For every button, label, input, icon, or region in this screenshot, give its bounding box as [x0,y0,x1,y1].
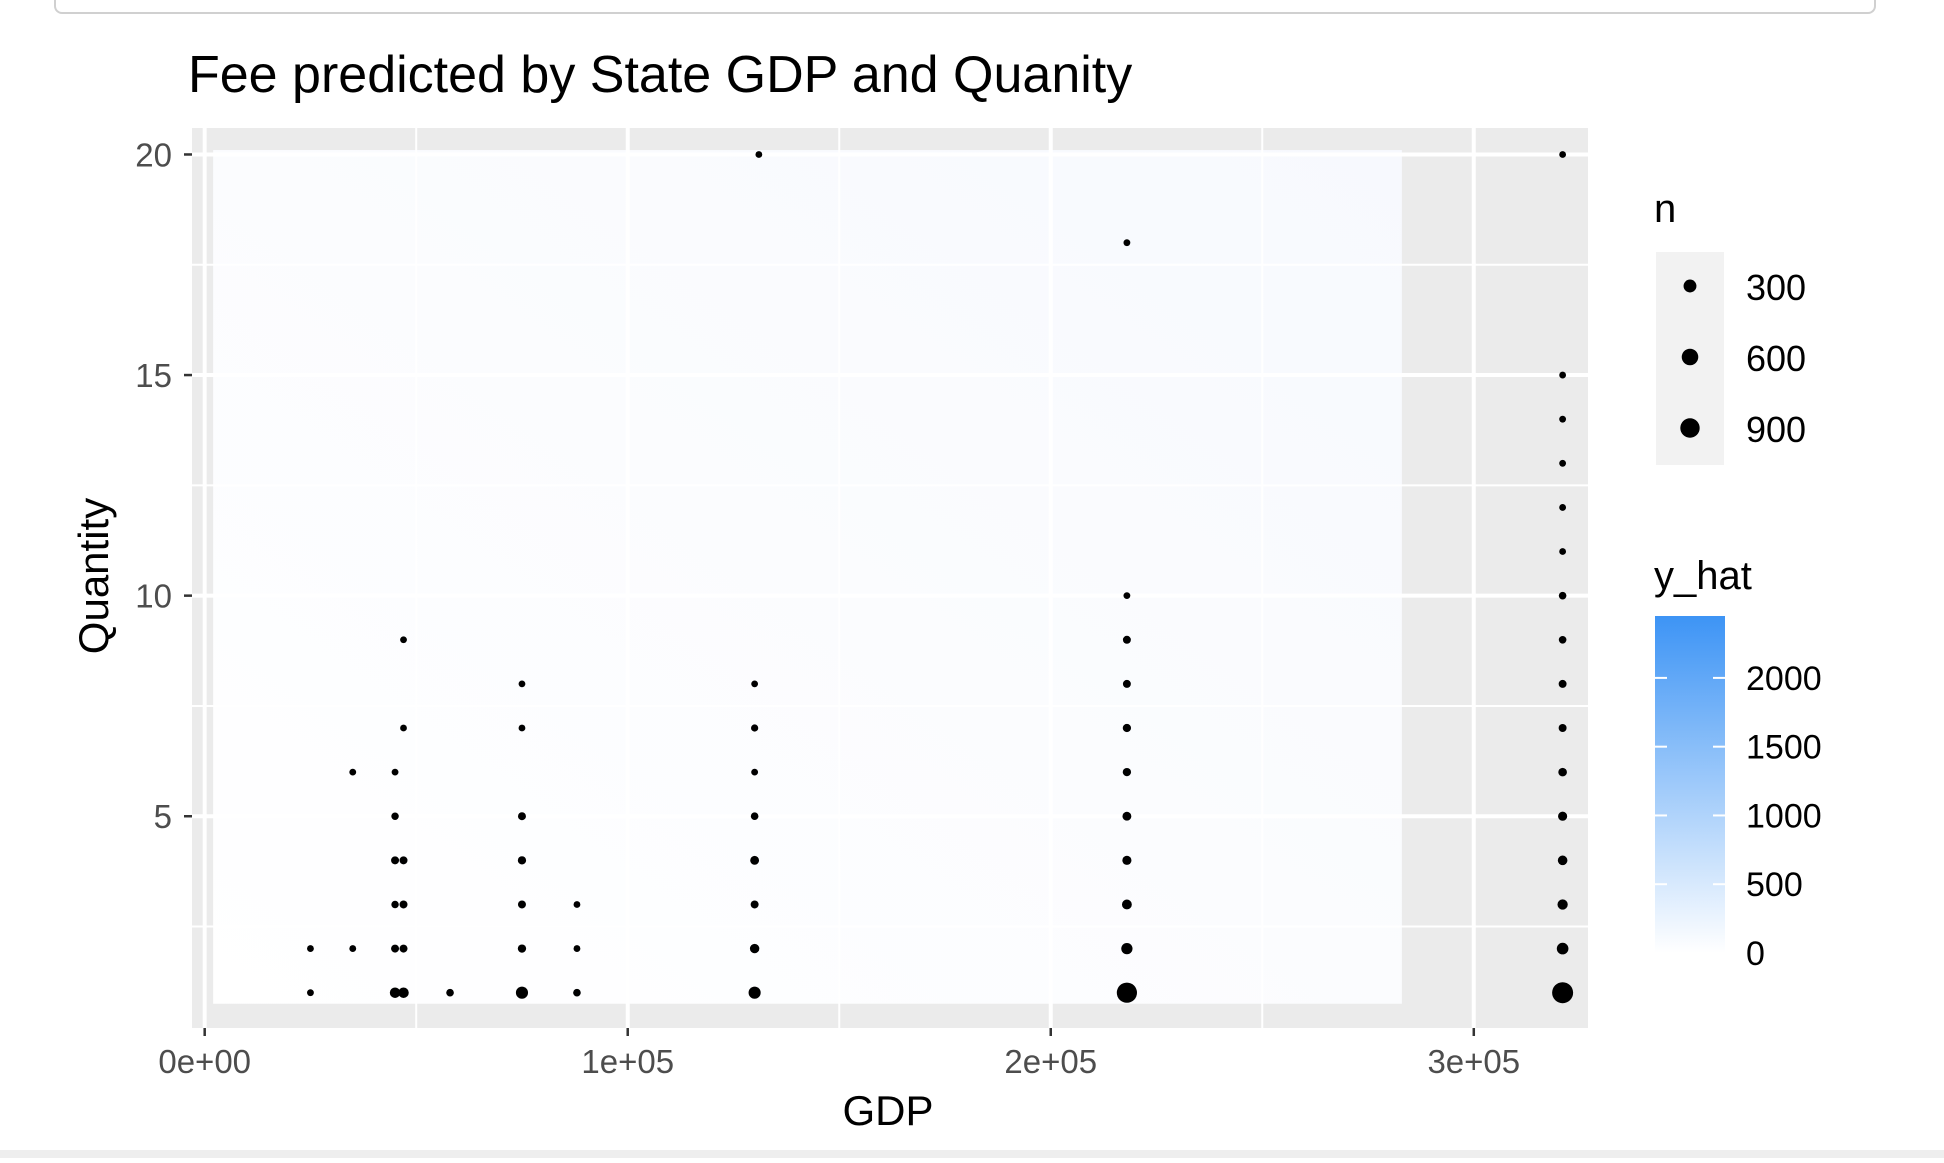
data-point [517,944,527,953]
data-point [573,945,581,952]
size-legend-dot [1683,279,1697,293]
data-point [349,768,357,776]
color-legend: y_hat 0 500 1000 1500 2000 [1654,554,1822,973]
data-point [1558,679,1567,688]
data-point [1116,982,1138,1003]
data-point [1122,811,1132,821]
bottom-strip [0,1150,1944,1158]
data-point [1559,151,1567,158]
data-point [1559,504,1567,511]
data-point [517,812,526,821]
y-tick-label: 15 [135,357,172,394]
data-point [748,986,761,999]
x-tick-label: 2e+05 [1004,1043,1097,1080]
data-point [750,855,760,865]
y-axis: 5 10 15 20 [135,136,192,835]
data-point [1558,591,1567,600]
data-point [1558,724,1567,732]
data-point [1559,459,1567,467]
data-point [391,856,400,865]
size-legend: n 300 600 900 [1654,187,1806,465]
data-point [1123,592,1131,600]
data-point [1557,855,1568,866]
x-tick-label: 0e+00 [158,1043,251,1080]
data-point [755,151,763,158]
size-legend-title: n [1654,187,1676,231]
size-legend-label: 900 [1746,409,1806,450]
data-point [389,987,401,998]
data-point [1122,679,1131,688]
colorbar-label: 1000 [1746,797,1822,835]
y-tick-label: 5 [154,798,172,835]
data-point [1121,942,1133,955]
chart-title: Fee predicted by State GDP and Quanity [188,46,1132,104]
colorbar-label: 2000 [1746,660,1822,698]
data-point [518,680,526,688]
data-point [399,900,408,909]
data-point [1558,767,1567,777]
data-point [399,944,408,953]
data-point [1559,548,1567,555]
data-point [1557,899,1568,910]
data-point [398,987,409,998]
colorbar-label: 1500 [1746,729,1822,767]
color-legend-title: y_hat [1654,554,1752,598]
data-point [1558,635,1567,644]
data-point [1558,811,1568,821]
top-frame [54,0,1876,14]
data-point [391,944,400,953]
y-tick-label: 20 [135,136,172,173]
size-legend-dot [1681,348,1699,366]
data-point [515,986,529,999]
data-point [1122,767,1132,777]
data-point [573,901,581,908]
data-point [391,768,399,776]
data-point [751,680,759,688]
data-point [517,856,527,865]
data-point [749,943,760,954]
y-tick-label: 10 [135,578,172,615]
data-point [750,900,759,909]
data-point [573,988,581,997]
data-point [400,636,407,644]
y-axis-label: Quantity [70,498,117,654]
data-point [1122,723,1132,733]
data-point [1559,371,1567,379]
data-point [349,945,357,952]
size-legend-label: 600 [1746,338,1806,379]
data-point [400,724,407,732]
data-point [391,812,399,820]
x-axis-label: GDP [842,1087,933,1134]
data-point [1121,899,1132,910]
colorbar-label: 500 [1746,866,1803,904]
data-point [307,989,314,997]
data-point [1122,855,1132,865]
colorbar-label: 0 [1746,935,1765,973]
data-point [307,945,314,952]
x-tick-label: 1e+05 [581,1043,674,1080]
size-legend-dot [1680,418,1700,438]
points-layer [307,151,1574,1004]
data-point [751,768,759,776]
data-point [399,856,408,865]
colorbar [1655,616,1725,953]
data-point [1123,239,1131,247]
prediction-surface [213,150,1402,1004]
x-axis: 0e+00 1e+05 2e+05 3e+05 [158,1028,1520,1080]
data-point [750,812,759,821]
data-point [1552,982,1574,1004]
grid-lines [192,128,1588,1028]
size-legend-label: 300 [1746,267,1806,308]
x-tick-label: 3e+05 [1427,1043,1520,1080]
data-point [1559,415,1567,423]
data-point [517,900,526,909]
data-point [391,900,399,909]
data-point [446,988,454,997]
data-point [751,724,759,732]
data-point [518,724,526,732]
data-point [1122,635,1131,644]
data-point [1556,942,1569,955]
